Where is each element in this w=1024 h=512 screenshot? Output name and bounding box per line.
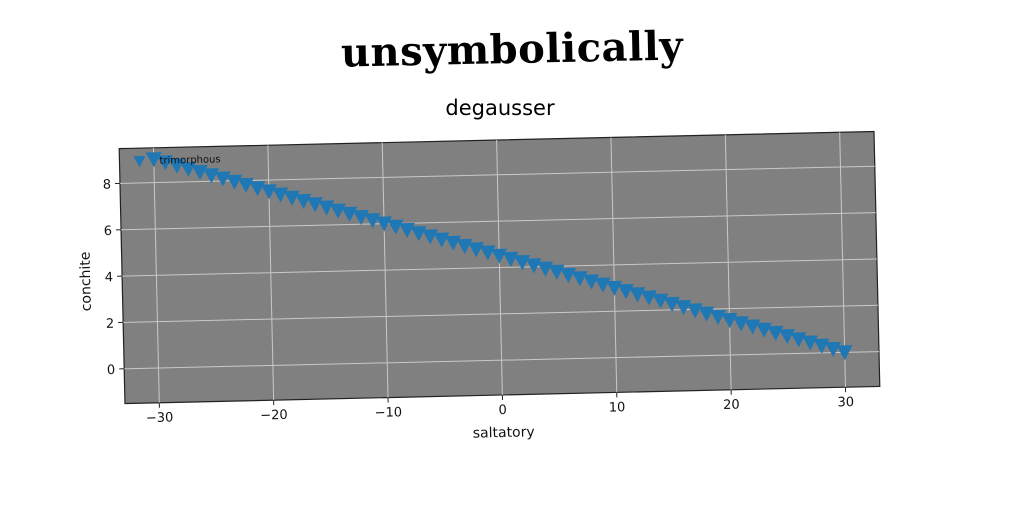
legend: trimorphous xyxy=(133,154,221,168)
data-points xyxy=(145,152,853,361)
grid xyxy=(119,132,880,403)
y-gridline xyxy=(121,212,876,231)
axis-ticks: −30 −20 −10 0 10 20 30 0 2 4 6 8 xyxy=(103,178,855,426)
y-tick-label: 4 xyxy=(105,270,114,285)
y-gridline xyxy=(124,351,880,370)
x-tick-label: 10 xyxy=(609,400,626,415)
x-tick-label: 30 xyxy=(837,395,854,410)
y-tick-label: 8 xyxy=(103,178,112,193)
y-gridline xyxy=(122,258,877,277)
x-tick-label: −10 xyxy=(374,405,402,421)
y-axis-label: conchite xyxy=(78,251,95,311)
y-tick-label: 6 xyxy=(104,224,113,239)
y-tick-label: 0 xyxy=(107,363,116,378)
chart-title: degausser xyxy=(445,96,555,120)
legend-label: trimorphous xyxy=(159,154,220,166)
y-gridline xyxy=(123,304,878,323)
x-tick-label: 0 xyxy=(498,403,507,418)
x-axis-label: saltatory xyxy=(473,424,535,441)
x-tick-label: 20 xyxy=(723,398,740,413)
scatter-point xyxy=(836,345,853,361)
x-tick-label: −30 xyxy=(146,410,174,426)
x-tick-label: −20 xyxy=(260,408,288,424)
y-tick-label: 2 xyxy=(106,317,115,332)
legend-marker-icon xyxy=(133,156,146,168)
